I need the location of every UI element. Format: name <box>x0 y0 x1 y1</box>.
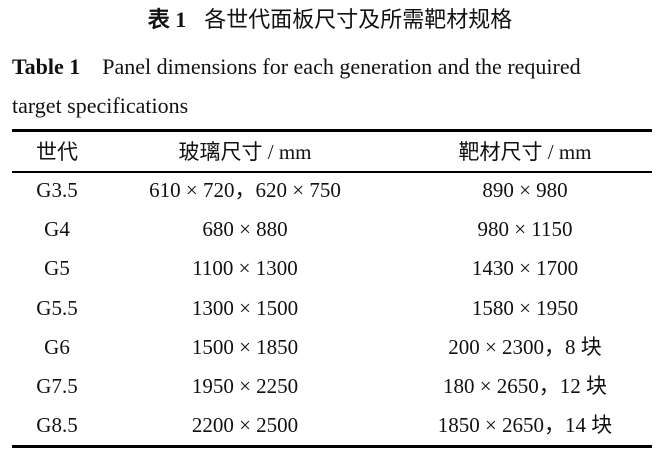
cell-glass-size: 1300 × 1500 <box>191 295 299 320</box>
cell-generation: G3.5 <box>36 178 78 202</box>
cell-target-size: 890 × 980 <box>482 178 568 202</box>
cell-glass-size: 1100 × 1300 <box>192 256 298 281</box>
table-row: G7.5 1950 × 2250 180 × 2650，12 块 <box>12 367 652 406</box>
bottom-rule <box>12 445 652 448</box>
cell-glass-size: 610 × 720，620 × 750 <box>149 178 341 202</box>
caption-line-2: target specifications <box>12 93 189 118</box>
table-label-en: Table 1 <box>12 54 81 79</box>
cell-generation: G8.5 <box>36 413 78 438</box>
cell-target-size: 1850 × 2650，14 块 <box>437 413 613 438</box>
table-header-row: 世代 玻璃尺寸 / mm 靶材尺寸 / mm <box>12 133 652 172</box>
table-title-text-cn: 各世代面板尺寸及所需靶材规格 <box>204 7 513 32</box>
cell-generation: G6 <box>44 334 70 359</box>
caption-line-1: Panel dimensions for each generation and… <box>102 54 581 79</box>
table-row: G5 1100 × 1300 1430 × 1700 <box>12 249 652 288</box>
cell-generation: G5 <box>44 256 70 281</box>
cell-target-size: 200 × 2300，8 块 <box>448 334 602 359</box>
table-row: G4 680 × 880 980 × 1150 <box>12 210 652 249</box>
cell-generation: G4 <box>44 217 70 242</box>
cell-glass-size: 680 × 880 <box>202 217 288 242</box>
cell-generation: G5.5 <box>36 295 78 320</box>
cell-target-size: 1430 × 1700 <box>471 256 579 281</box>
cell-generation: G7.5 <box>36 374 78 398</box>
cell-glass-size: 2200 × 2500 <box>191 413 299 438</box>
top-rule <box>12 129 652 132</box>
table-row: G3.5 610 × 720，620 × 750 890 × 980 <box>12 171 652 210</box>
header-glass-size: 玻璃尺寸 / mm <box>178 140 312 164</box>
header-target-size: 靶材尺寸 / mm <box>458 140 592 164</box>
cell-target-size: 180 × 2650，12 块 <box>442 374 608 398</box>
table-title-cn: 表 1 各世代面板尺寸及所需靶材规格 <box>0 5 660 35</box>
cell-target-size: 1580 × 1950 <box>471 295 579 320</box>
table-row: G5.5 1300 × 1500 1580 × 1950 <box>12 289 652 328</box>
cell-target-size: 980 × 1150 <box>477 217 573 242</box>
table-caption-en: Table 1 Panel dimensions for each generat… <box>12 52 657 82</box>
table-row: G6 1500 × 1850 200 × 2300，8 块 <box>12 328 652 367</box>
header-generation: 世代 <box>36 140 78 164</box>
header-rule <box>12 171 652 173</box>
table-label-cn: 表 1 <box>147 7 187 32</box>
cell-glass-size: 1500 × 1850 <box>191 334 299 359</box>
cell-glass-size: 1950 × 2250 <box>191 374 299 398</box>
table-row: G8.5 2200 × 2500 1850 × 2650，14 块 <box>12 406 652 445</box>
